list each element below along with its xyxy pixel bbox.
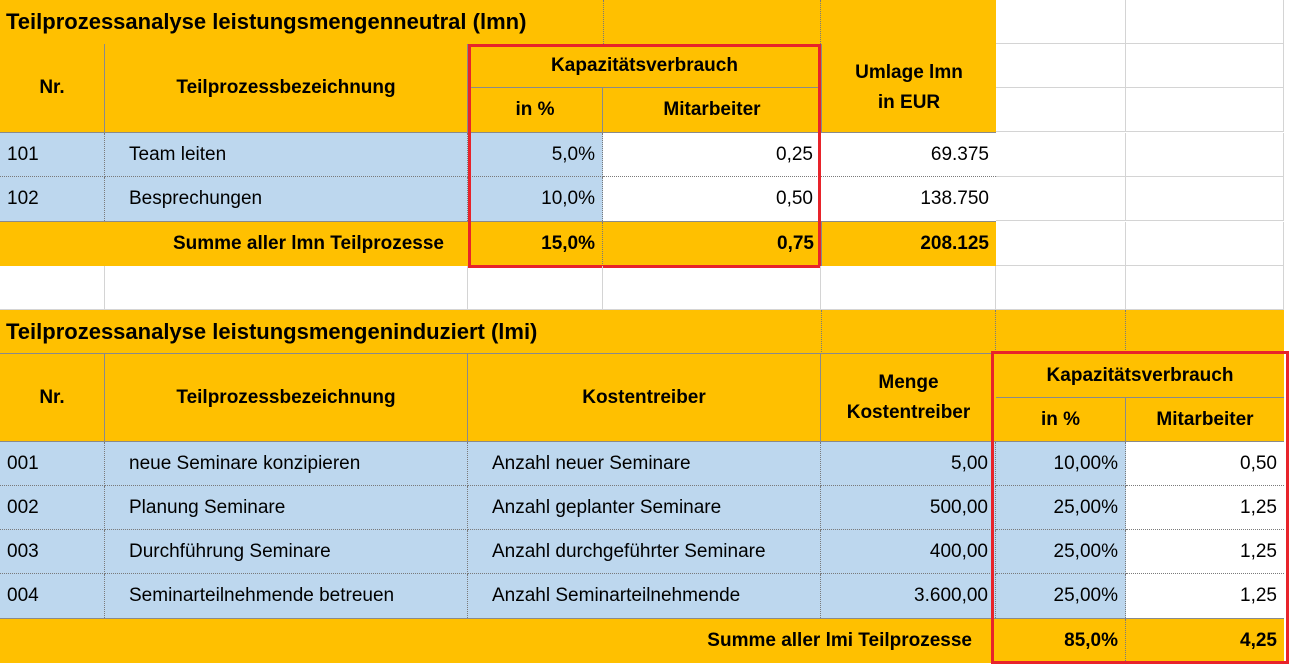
lmi-row-kostentreiber: Anzahl geplanter Seminare: [468, 486, 821, 530]
lmi-row-menge: 3.600,00: [821, 574, 996, 618]
lmi-row-kostentreiber: Anzahl neuer Seminare: [468, 442, 821, 486]
empty-cell: [603, 266, 821, 310]
empty-cell: [0, 266, 105, 310]
lmn-header-umlage-line2: in EUR: [877, 92, 941, 113]
lmn-header-umlage-line1: Umlage lmn: [855, 62, 963, 83]
lmi-header-menge-line2: Kostentreiber: [846, 401, 971, 423]
lmn-title-filler: [821, 0, 996, 44]
empty-cell: [996, 88, 1126, 132]
lmi-summe-prozent: 85,0%: [996, 619, 1126, 663]
lmn-row-umlage: 69.375: [821, 133, 996, 177]
lmn-summe-label: Summe aller lmn Teilprozesse: [0, 222, 468, 266]
lmi-row-bezeichnung: Durchführung Seminare: [105, 530, 468, 574]
lmn-summe-umlage: 208.125: [821, 222, 996, 266]
lmi-row-bezeichnung: Seminarteilnehmende betreuen: [105, 574, 468, 618]
lmn-summe-prozent: 15,0%: [468, 222, 603, 266]
empty-cell: [996, 222, 1126, 266]
empty-cell: [1126, 44, 1284, 88]
empty-cell: [996, 266, 1126, 310]
lmi-row-mitarbeiter: 1,25: [1126, 530, 1284, 574]
empty-cell: [1126, 222, 1284, 266]
lmi-row-bezeichnung: Planung Seminare: [105, 486, 468, 530]
lmn-row-nr: 101: [0, 133, 105, 177]
lmn-header-mitarbeiter: Mitarbeiter: [603, 88, 821, 132]
lmi-row-mitarbeiter: 0,50: [1126, 442, 1284, 486]
empty-cell: [1126, 88, 1284, 132]
lmn-row-prozent: 5,0%: [468, 133, 603, 177]
lmi-header-bezeichnung: Teilprozessbezeichnung: [105, 354, 468, 441]
lmn-row-prozent: 10,0%: [468, 177, 603, 221]
lmi-row-prozent: 25,00%: [996, 530, 1126, 574]
lmi-header-mitarbeiter: Mitarbeiter: [1126, 398, 1284, 441]
lmi-row-prozent: 10,00%: [996, 442, 1126, 486]
lmi-row-menge: 400,00: [821, 530, 996, 574]
lmi-row-kostentreiber: Anzahl durchgeführter Seminare: [468, 530, 821, 574]
lmn-header-in-prozent: in %: [468, 88, 603, 132]
lmi-row-mitarbeiter: 1,25: [1126, 574, 1284, 618]
lmi-title-filler: [821, 310, 996, 354]
empty-cell: [1126, 0, 1284, 44]
lmn-header-umlage: Umlage lmn in EUR: [821, 44, 996, 132]
lmi-row-menge: 500,00: [821, 486, 996, 530]
lmn-header-kapazitaet: Kapazitätsverbrauch: [468, 44, 821, 88]
lmn-row-mitarbeiter: 0,25: [603, 133, 821, 177]
lmi-summe-label: Summe aller lmi Teilprozesse: [0, 619, 996, 663]
lmi-title-filler: [1126, 310, 1284, 354]
empty-cell: [1126, 177, 1284, 221]
lmn-title-filler: [603, 0, 821, 44]
lmi-row-prozent: 25,00%: [996, 486, 1126, 530]
lmn-row-bezeichnung: Besprechungen: [105, 177, 468, 221]
lmn-header-bezeichnung: Teilprozessbezeichnung: [105, 44, 468, 132]
lmi-title-filler: [996, 310, 1126, 354]
lmi-row-nr: 002: [0, 486, 105, 530]
empty-cell: [821, 266, 996, 310]
lmn-row-umlage: 138.750: [821, 177, 996, 221]
lmi-title: Teilprozessanalyse leistungsmengeninduzi…: [0, 310, 821, 354]
lmi-header-in-prozent: in %: [996, 398, 1126, 441]
lmi-row-bezeichnung: neue Seminare konzipieren: [105, 442, 468, 486]
lmn-title: Teilprozessanalyse leistungsmengenneutra…: [0, 0, 603, 44]
empty-cell: [996, 133, 1126, 177]
lmn-row-nr: 102: [0, 177, 105, 221]
lmi-header-kostentreiber: Kostentreiber: [468, 354, 821, 441]
lmn-row-mitarbeiter: 0,50: [603, 177, 821, 221]
empty-cell: [1126, 266, 1284, 310]
lmi-row-mitarbeiter: 1,25: [1126, 486, 1284, 530]
lmi-header-menge-line1: Menge: [878, 371, 939, 393]
lmi-row-menge: 5,00: [821, 442, 996, 486]
lmi-summe-mitarbeiter: 4,25: [1126, 619, 1284, 663]
lmi-header-menge: Menge Kostentreiber: [821, 354, 996, 441]
lmi-header-nr: Nr.: [0, 354, 105, 441]
empty-cell: [105, 266, 468, 310]
lmi-header-kapazitaet: Kapazitätsverbrauch: [996, 354, 1284, 398]
empty-cell: [996, 0, 1126, 44]
lmi-row-nr: 003: [0, 530, 105, 574]
lmi-row-kostentreiber: Anzahl Seminarteilnehmende: [468, 574, 821, 618]
lmn-summe-mitarbeiter: 0,75: [603, 222, 821, 266]
lmi-row-nr: 001: [0, 442, 105, 486]
empty-cell: [1126, 133, 1284, 177]
lmi-row-prozent: 25,00%: [996, 574, 1126, 618]
lmn-row-bezeichnung: Team leiten: [105, 133, 468, 177]
empty-cell: [996, 177, 1126, 221]
empty-cell: [996, 44, 1126, 88]
lmn-header-nr: Nr.: [0, 44, 105, 132]
empty-cell: [468, 266, 603, 310]
lmi-row-nr: 004: [0, 574, 105, 618]
